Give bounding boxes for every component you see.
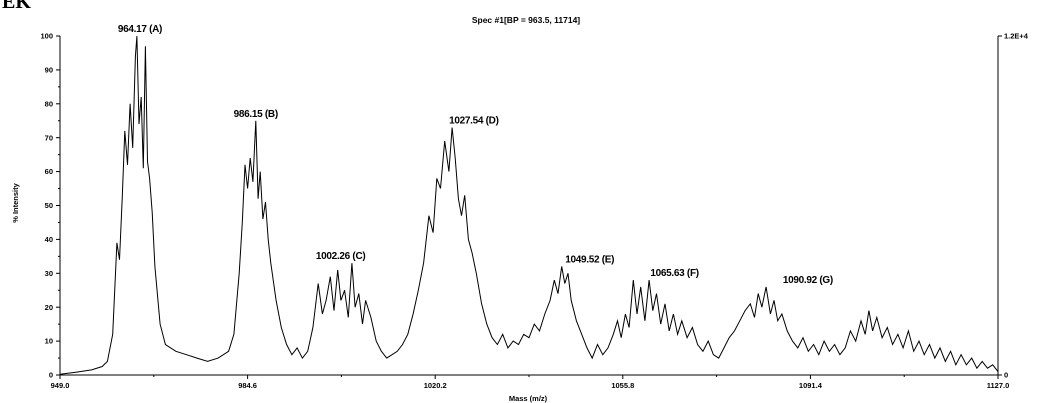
right-axis-top-label: 1.2E+4 [1004, 32, 1029, 41]
y-tick-label: 0 [49, 371, 53, 380]
x-axis-label: Mass (m/z) [509, 394, 548, 403]
y-tick-label: 60 [45, 167, 53, 176]
y-tick-label: 70 [45, 133, 53, 142]
y-axis-label: % Intensity [11, 182, 20, 222]
axis-ticks: 0 10 20 30 40 50 60 70 80 90 100 949.0 984.6 1020.2 10… [40, 32, 1009, 390]
y-tick-label: 50 [45, 201, 53, 210]
peak-label: 1002.26 (C) [316, 251, 366, 262]
y-tick-label: 20 [45, 303, 53, 312]
peak-label: 964.17 (A) [118, 24, 162, 35]
chart-title: Spec #1[BP = 963.5, 11714] [472, 15, 580, 25]
y-tick-label: 80 [45, 99, 53, 108]
y-tick-label: 10 [45, 337, 53, 346]
right-axis-bottom-label: 0 [1004, 371, 1008, 380]
y-tick-label: 30 [45, 269, 53, 278]
spectrum-series [59, 35, 999, 375]
peak-label: 1049.52 (E) [565, 255, 614, 266]
y-tick-label: 100 [40, 32, 53, 41]
x-tick-label: 1127.0 [987, 381, 1010, 390]
y-tick-label: 90 [45, 66, 53, 75]
panel-letter: EK [2, 0, 31, 13]
x-tick-label: 1091.4 [799, 381, 823, 390]
x-tick-label: 984.6 [238, 381, 257, 390]
peak-label: 1090.92 (G) [783, 275, 833, 286]
spectrum-line [59, 35, 999, 375]
x-tick-label: 1020.2 [424, 381, 447, 390]
peak-label: 1027.54 (D) [449, 116, 499, 127]
peak-label: 1065.63 (F) [650, 268, 698, 279]
axes [59, 36, 999, 376]
peak-labels: 964.17 (A) 986.15 (B) 1002.26 (C) 1027.54 (… [118, 24, 833, 286]
x-tick-label: 949.0 [51, 381, 70, 390]
y-tick-label: 40 [45, 235, 53, 244]
peak-label: 986.15 (B) [234, 109, 278, 120]
x-tick-label: 1055.8 [611, 381, 634, 390]
right-axis: 1.2E+4 0 [998, 32, 1029, 380]
